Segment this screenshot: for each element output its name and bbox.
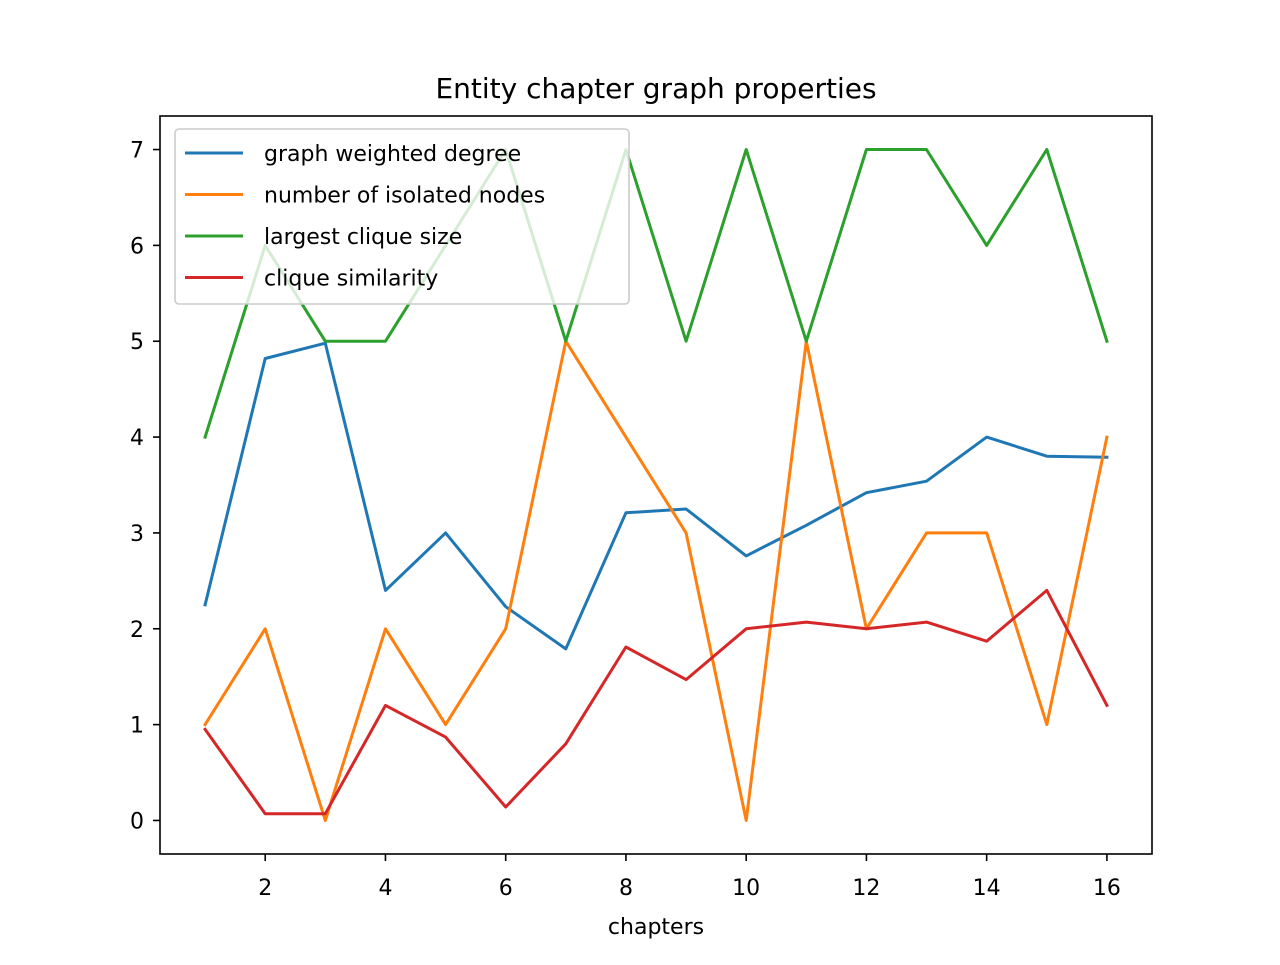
y-tick-label: 0 xyxy=(130,809,144,834)
series-line-4 xyxy=(203,588,1109,816)
x-axis: 2 4 6 8 10 12 14 16 xyxy=(258,854,1121,901)
y-axis: 0 1 2 3 4 5 6 7 xyxy=(130,139,160,834)
legend-label-4: clique similarity xyxy=(264,267,438,292)
x-tick-label: 12 xyxy=(852,876,880,901)
y-tick-label: 2 xyxy=(130,618,144,643)
y-tick-label: 7 xyxy=(130,139,144,164)
x-tick-label: 16 xyxy=(1093,876,1121,901)
x-tick-label: 6 xyxy=(499,876,513,901)
chart-title: Entity chapter graph properties xyxy=(435,72,876,105)
series-line-1 xyxy=(203,341,1109,651)
y-tick-label: 3 xyxy=(130,522,144,547)
y-tick-label: 4 xyxy=(130,426,144,451)
series-line-2 xyxy=(203,339,1109,822)
x-tick-label: 2 xyxy=(258,876,272,901)
legend-box xyxy=(174,128,630,305)
x-tick-label: 10 xyxy=(732,876,760,901)
x-tick-label: 14 xyxy=(973,876,1001,901)
legend-label-3: largest clique size xyxy=(264,225,462,250)
y-tick-label: 1 xyxy=(130,714,144,739)
plot-frame xyxy=(159,115,1153,855)
y-tick-label: 6 xyxy=(130,234,144,259)
y-tick-label: 5 xyxy=(130,330,144,355)
x-tick-label: 8 xyxy=(619,876,633,901)
legend-label-2: number of isolated nodes xyxy=(264,184,545,209)
x-axis-title: chapters xyxy=(608,915,704,940)
x-tick-label: 4 xyxy=(378,876,392,901)
legend-label-1: graph weighted degree xyxy=(264,142,521,167)
series-layer xyxy=(203,148,1109,822)
series-line-3 xyxy=(203,148,1109,439)
legend: graph weighted degree number of isolated … xyxy=(174,128,630,305)
